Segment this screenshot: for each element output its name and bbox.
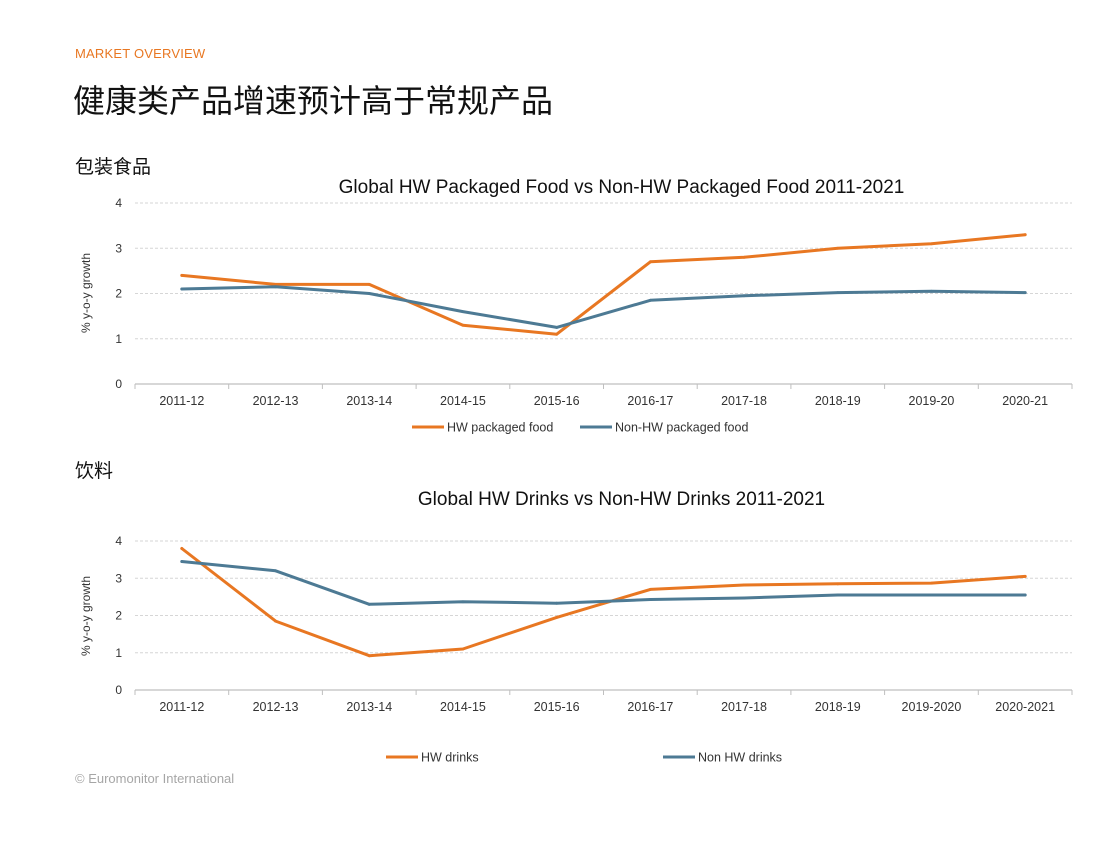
series-line-non-hw: [180, 560, 1027, 606]
y-tick-label: 3: [115, 241, 122, 255]
packaged-food-chart: Global HW Packaged Food vs Non-HW Packag…: [79, 177, 1073, 435]
chart-title: Global HW Packaged Food vs Non-HW Packag…: [339, 177, 905, 198]
series-line-hw: [180, 547, 1027, 658]
y-tick-label: 2: [115, 609, 122, 623]
data-point: [367, 283, 371, 286]
data-point: [836, 246, 840, 250]
data-point: [461, 310, 465, 313]
data-point: [555, 601, 559, 605]
data-point: [836, 291, 840, 294]
data-point: [742, 294, 746, 298]
x-tick-label: 2012-13: [253, 700, 299, 714]
market-overview-eyebrow: MARKET OVERVIEW: [75, 46, 206, 61]
x-tick-label: 2013-14: [346, 700, 392, 714]
x-tick-label: 2016-17: [627, 700, 673, 714]
data-point: [1023, 593, 1027, 597]
y-tick-label: 1: [115, 646, 122, 660]
x-tick-label: 2020-21: [1002, 394, 1048, 408]
data-point: [274, 283, 277, 286]
data-point: [836, 582, 840, 586]
data-point: [742, 596, 746, 600]
x-tick-label: 2013-14: [346, 394, 392, 408]
data-point: [274, 285, 277, 289]
series-line-non-hw: [180, 285, 1027, 329]
x-tick-label: 2018-19: [815, 394, 861, 408]
x-tick-label: 2011-12: [159, 394, 204, 408]
data-point: [1023, 574, 1027, 578]
data-point: [461, 600, 465, 604]
y-tick-label: 1: [115, 332, 122, 346]
data-point: [930, 581, 933, 585]
x-tick-label: 2011-12: [159, 700, 204, 714]
data-point: [836, 593, 840, 597]
x-tick-label: 2019-20: [909, 394, 955, 408]
legend-label: HW drinks: [421, 751, 479, 765]
data-point: [367, 602, 371, 606]
chart-title: Global HW Drinks vs Non-HW Drinks 2011-2…: [418, 489, 825, 510]
data-point: [1023, 291, 1027, 294]
y-tick-label: 3: [115, 571, 122, 585]
y-tick-label: 2: [115, 287, 122, 301]
data-point: [555, 615, 559, 619]
series-line-hw: [180, 233, 1027, 336]
y-axis-label: % y-o-y growth: [79, 576, 93, 656]
data-point: [1023, 233, 1027, 237]
y-tick-label: 4: [115, 196, 122, 210]
y-tick-label: 4: [115, 534, 122, 548]
copyright-notice: © Euromonitor International: [75, 771, 235, 786]
data-point: [180, 547, 184, 550]
x-tick-label: 2015-16: [534, 394, 580, 408]
y-tick-label: 0: [115, 377, 122, 391]
data-point: [367, 292, 371, 295]
x-tick-label: 2017-18: [721, 394, 767, 408]
x-tick-label: 2020-2021: [995, 700, 1055, 714]
x-tick-label: 2017-18: [721, 700, 767, 714]
x-tick-label: 2015-16: [534, 700, 580, 714]
legend-label: Non-HW packaged food: [615, 421, 748, 435]
data-point: [180, 287, 184, 291]
data-point: [742, 255, 746, 259]
x-tick-label: 2018-19: [815, 700, 861, 714]
drinks-chart: Global HW Drinks vs Non-HW Drinks 2011-2…: [79, 489, 1073, 765]
data-point: [648, 598, 652, 601]
x-tick-label: 2014-15: [440, 394, 486, 408]
data-point: [648, 260, 652, 264]
data-point: [930, 593, 933, 597]
data-point: [461, 323, 465, 327]
section-label-drinks: 饮料: [75, 460, 114, 482]
data-point: [930, 242, 933, 246]
data-point: [648, 298, 652, 302]
data-point: [461, 647, 465, 651]
data-point: [180, 560, 184, 563]
x-tick-label: 2019-2020: [902, 700, 962, 714]
legend-label: Non HW drinks: [698, 751, 782, 765]
data-point: [367, 654, 371, 658]
data-point: [555, 326, 559, 329]
legend-label: HW packaged food: [447, 421, 553, 435]
x-tick-label: 2016-17: [627, 394, 673, 408]
section-label-packaged-food: 包装食品: [75, 156, 152, 178]
data-point: [742, 583, 746, 587]
y-axis-label: % y-o-y growth: [79, 253, 93, 333]
data-point: [274, 619, 277, 623]
x-tick-label: 2014-15: [440, 700, 486, 714]
x-tick-label: 2012-13: [253, 394, 299, 408]
y-tick-label: 0: [115, 683, 122, 697]
data-point: [930, 289, 933, 293]
data-point: [180, 274, 184, 277]
data-point: [555, 332, 559, 336]
data-point: [274, 569, 277, 573]
page-title: 健康类产品增速预计高于常规产品: [73, 82, 554, 120]
data-point: [648, 588, 652, 591]
